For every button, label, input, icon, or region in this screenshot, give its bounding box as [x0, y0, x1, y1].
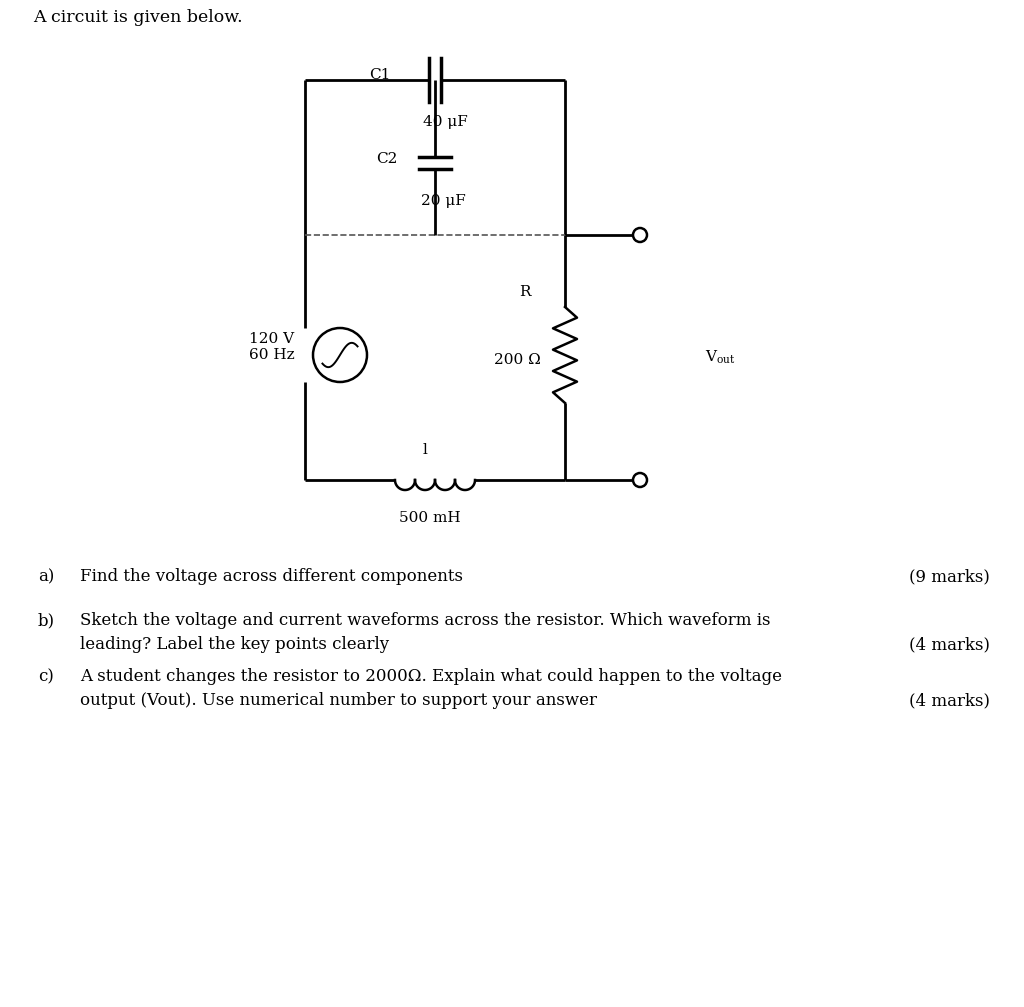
Text: V$_\mathregular{out}$: V$_\mathregular{out}$ [705, 348, 735, 366]
Text: R: R [519, 285, 530, 299]
Text: l: l [423, 443, 427, 457]
Text: b): b) [38, 612, 55, 629]
Text: a): a) [38, 568, 54, 585]
Text: output (Vout). Use numerical number to support your answer: output (Vout). Use numerical number to s… [80, 692, 597, 709]
Text: Find the voltage across different components: Find the voltage across different compon… [80, 568, 463, 585]
Text: 20 μF: 20 μF [421, 194, 465, 208]
Text: A student changes the resistor to 2000Ω. Explain what could happen to the voltag: A student changes the resistor to 2000Ω.… [80, 668, 782, 685]
Text: (4 marks): (4 marks) [909, 636, 990, 653]
Text: 200 Ω: 200 Ω [494, 353, 541, 367]
Text: (9 marks): (9 marks) [909, 568, 990, 585]
Text: 40 μF: 40 μF [423, 115, 467, 129]
Text: A circuit is given below.: A circuit is given below. [33, 9, 243, 26]
Text: (4 marks): (4 marks) [909, 692, 990, 709]
Text: Sketch the voltage and current waveforms across the resistor. Which waveform is: Sketch the voltage and current waveforms… [80, 612, 770, 629]
Text: 120 V
60 Hz: 120 V 60 Hz [249, 332, 295, 363]
Text: leading? Label the key points clearly: leading? Label the key points clearly [80, 636, 389, 653]
Text: C1: C1 [370, 68, 391, 82]
Text: C2: C2 [376, 152, 397, 166]
Text: c): c) [38, 668, 54, 685]
Text: 500 mH: 500 mH [399, 511, 461, 525]
